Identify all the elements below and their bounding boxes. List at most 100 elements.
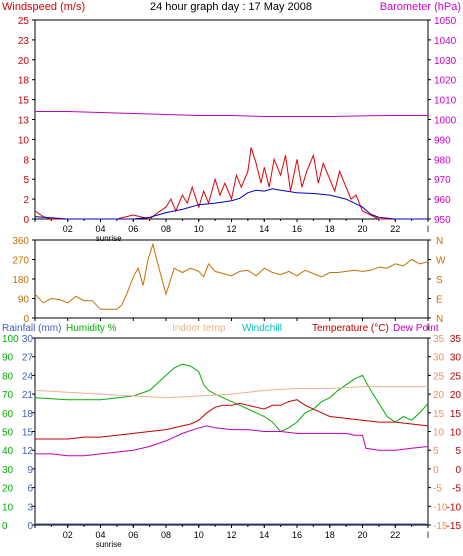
barometer-tick-label: 1050: [434, 16, 457, 27]
windspeed-axis-title: Windspeed (m/s): [2, 1, 85, 13]
panel3-x-tick-label: 14: [259, 530, 269, 540]
windspeed-tick-label: 0: [23, 215, 29, 226]
temperature-alt-tick-label: 30: [433, 353, 445, 364]
compass-tick-label: W: [436, 256, 446, 267]
panel1-x-tick-label: 18: [325, 224, 335, 234]
temperature-tick-label: 20: [450, 390, 462, 401]
panel3-x-tick-label: 12: [226, 530, 236, 540]
windspeed-tick-label: 8: [23, 155, 29, 166]
panel1-x-tick-label: 02: [63, 224, 73, 234]
panel1-x-tick-label: 12: [226, 224, 236, 234]
compass-tick-label: E: [436, 295, 443, 306]
barometer-tick-label: 1000: [434, 116, 457, 127]
panel1-x-end-label: l: [427, 224, 429, 234]
panel3-x-tick-label: 20: [357, 530, 367, 540]
panel1-x-tick-label: 16: [292, 224, 302, 234]
wind-direction-line: [34, 242, 429, 310]
panel1-sunrise-label: sunrise: [96, 234, 122, 243]
temperature-tick-label: 30: [450, 353, 462, 364]
temperature-alt-tick-label: 20: [433, 390, 445, 401]
rainfall-tick-label: 6: [27, 484, 33, 495]
panel1-x-tick-label: 10: [194, 224, 204, 234]
panel3-x-tick-label: 06: [128, 530, 138, 540]
panel1-x-tick-label: 22: [390, 224, 400, 234]
wind-direction-tick-label: 270: [12, 256, 29, 267]
humidity-tick-label: 100: [2, 334, 19, 345]
barometer-tick-label: 1010: [434, 96, 457, 107]
humidity-tick-label: 50: [2, 428, 14, 439]
barometer-tick-label: 970: [434, 175, 451, 186]
temperature-tick-label: -15: [447, 521, 462, 532]
temperature-tick-label: -10: [447, 502, 462, 513]
temperature-tick-label: -5: [452, 484, 461, 495]
windspeed-tick-label: 25: [18, 16, 30, 27]
barometer-tick-label: 1020: [434, 76, 457, 87]
humidity-tick-label: 20: [2, 484, 14, 495]
rainfall-tick-label: 21: [22, 390, 34, 401]
barometer-line: [35, 111, 428, 117]
temperature-alt-tick-label: 5: [433, 446, 439, 457]
temperature-alt-tick-label: -10: [433, 502, 448, 513]
temperature-alt-tick-label: 35: [433, 334, 445, 345]
panel3-x-tick-label: 18: [325, 530, 335, 540]
barometer-tick-label: 990: [434, 135, 451, 146]
panel3-x-tick-label: 04: [95, 530, 105, 540]
legend-label: Humidity %: [66, 323, 117, 334]
dew-point-line: [35, 425, 429, 457]
temperature-tick-label: 5: [455, 446, 461, 457]
wind-direction-tick-label: 180: [12, 275, 29, 286]
temperature-tick-label: 25: [450, 371, 462, 382]
windspeed-tick-label: 15: [18, 96, 30, 107]
windspeed-tick-label: 2: [23, 195, 29, 206]
chart-title: 24 hour graph day : 17 May 2008: [150, 1, 312, 13]
windspeed-tick-label: 10: [18, 135, 30, 146]
temperature-tick-label: 0: [455, 465, 461, 476]
panel2-x-end-label: l: [427, 322, 429, 332]
temperature-alt-tick-label: -5: [433, 484, 442, 495]
panel1-x-tick-label: 06: [128, 224, 138, 234]
rainfall-tick-label: 9: [27, 465, 33, 476]
windspeed-line: [34, 147, 428, 220]
rainfall-tick-label: 0: [27, 521, 33, 532]
humidity-tick-label: 60: [2, 409, 14, 420]
humidity-tick-label: 0: [2, 521, 8, 532]
panel2-frame: [34, 239, 429, 319]
windspeed-tick-label: 18: [18, 76, 30, 87]
windspeed-tick-label: 13: [18, 116, 30, 127]
barometer-axis-title: Barometer (hPa): [380, 1, 461, 13]
humidity-tick-label: 40: [2, 446, 14, 457]
panel3-frame: [34, 337, 429, 526]
panel1-x-tick-label: 04: [95, 224, 105, 234]
windspeed-tick-label: 23: [18, 36, 30, 47]
barometer-tick-label: 1040: [434, 36, 457, 47]
wind-direction-tick-label: 0: [23, 314, 29, 325]
barometer-tick-label: 950: [434, 215, 451, 226]
panel3-x-tick-label: 02: [63, 530, 73, 540]
temperature-alt-tick-label: 10: [433, 428, 445, 439]
panel1-frame: [34, 19, 429, 220]
legend-label: Temperature (°C): [312, 323, 389, 334]
temperature-alt-tick-label: -15: [433, 521, 448, 532]
legend-label: Dew Point: [393, 323, 439, 334]
humidity-line: [34, 363, 429, 433]
legend-label: Indoor temp: [172, 323, 226, 334]
compass-tick-label: S: [436, 275, 443, 286]
panel1-x-tick-label: 14: [259, 224, 269, 234]
temperature-alt-tick-label: 15: [433, 409, 445, 420]
rainfall-tick-label: 15: [22, 428, 34, 439]
temperature-tick-label: 35: [450, 334, 462, 345]
rainfall-tick-label: 27: [22, 353, 34, 364]
humidity-tick-label: 10: [2, 502, 14, 513]
humidity-tick-label: 90: [2, 353, 14, 364]
legend-label: Windchill: [242, 323, 282, 334]
humidity-tick-label: 30: [2, 465, 14, 476]
windspeed-tick-label: 20: [18, 56, 30, 67]
panel3-x-tick-label: 10: [194, 530, 204, 540]
wind-average-line: [34, 188, 428, 220]
panel1-x-tick-label: 08: [161, 224, 171, 234]
rainfall-tick-label: 18: [22, 409, 34, 420]
compass-tick-label: N: [436, 314, 443, 325]
temperature-tick-label: 15: [450, 409, 462, 420]
